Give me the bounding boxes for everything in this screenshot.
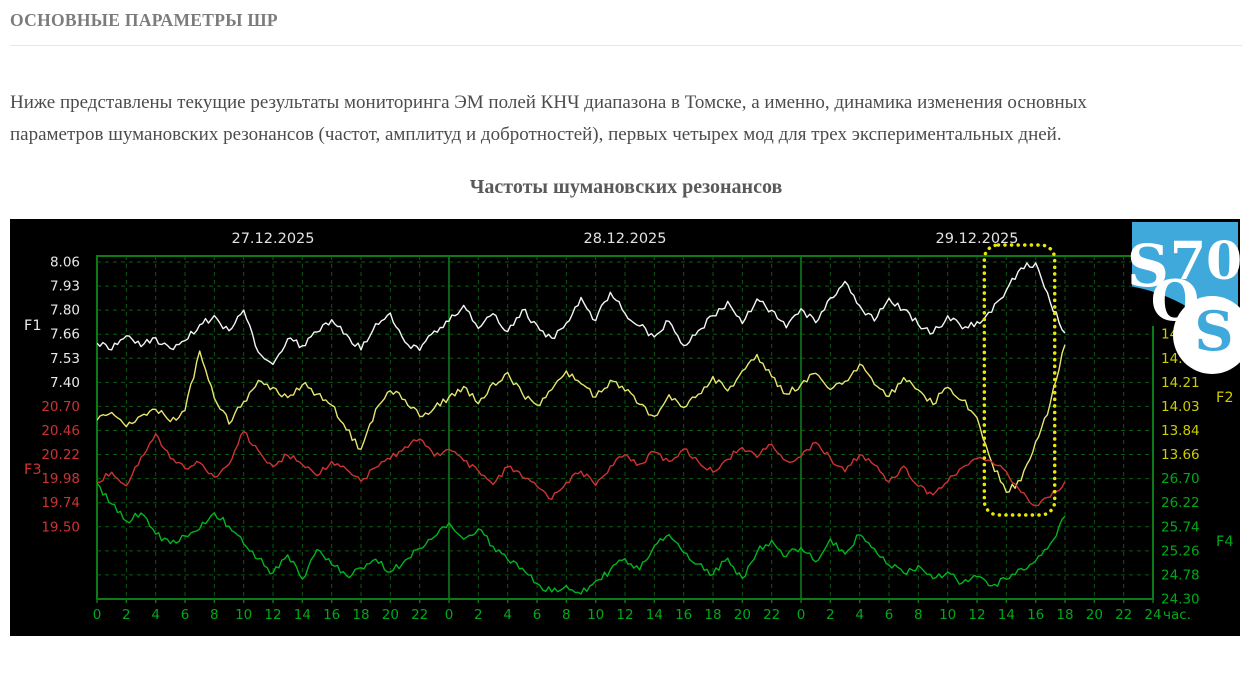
svg-text:26.22: 26.22 [1161,495,1200,511]
series-F4 [97,482,1066,595]
page-heading: ОСНОВНЫЕ ПАРАМЕТРЫ ШР [10,10,278,30]
svg-text:0: 0 [797,607,806,623]
svg-text:26.70: 26.70 [1161,471,1200,487]
mode-label-F2: F2 [1216,390,1234,406]
svg-text:13.84: 13.84 [1161,423,1200,439]
svg-text:10: 10 [235,607,252,623]
svg-text:10: 10 [587,607,604,623]
anomaly-highlight-box [982,243,1057,517]
svg-text:14: 14 [998,607,1015,623]
svg-text:20.70: 20.70 [41,399,80,415]
svg-text:8.06: 8.06 [50,254,80,270]
svg-text:4: 4 [151,607,160,623]
y-axis-labels: 8.067.937.807.667.537.40F114.5814.4014.2… [24,254,1234,607]
grid [96,254,1154,600]
svg-text:27.12.2025: 27.12.2025 [231,231,314,247]
frequency-chart: 0 2 4 6 8 10 12 14 16 18 20 22 0 2 4 6 8 10 12 14 16 18 20 22 0 2… [10,218,1240,636]
svg-text:14.03: 14.03 [1161,399,1200,415]
svg-text:22: 22 [1115,607,1132,623]
svg-text:19.98: 19.98 [41,471,80,487]
svg-text:18: 18 [352,607,369,623]
svg-text:29.12.2025: 29.12.2025 [935,231,1018,247]
svg-text:22: 22 [411,607,428,623]
svg-text:20: 20 [1086,607,1103,623]
date-labels: 27.12.2025 28.12.2025 29.12.2025 [231,231,1018,247]
svg-text:13.66: 13.66 [1161,447,1200,463]
svg-text:18: 18 [1056,607,1073,623]
page-content: ОСНОВНЫЕ ПАРАМЕТРЫ ШР Ниже представлены … [10,10,1242,636]
svg-text:7.66: 7.66 [50,327,80,343]
series-F2 [97,344,1066,493]
svg-text:24: 24 [1144,607,1161,623]
svg-text:2: 2 [474,607,483,623]
svg-text:10: 10 [939,607,956,623]
svg-text:12: 12 [968,607,985,623]
svg-text:19.50: 19.50 [41,519,80,535]
logo-letter-s-top: S [1127,232,1169,300]
svg-text:22: 22 [763,607,780,623]
svg-text:20: 20 [382,607,399,623]
svg-text:19.74: 19.74 [41,495,80,511]
svg-text:12: 12 [264,607,281,623]
svg-text:7.80: 7.80 [50,302,80,318]
svg-text:24.30: 24.30 [1161,591,1200,607]
svg-text:6: 6 [885,607,894,623]
chart-title: Частоты шумановских резонансов [469,175,783,198]
svg-text:25.26: 25.26 [1161,543,1200,559]
svg-text:8: 8 [914,607,923,623]
svg-text:6: 6 [533,607,542,623]
svg-text:6: 6 [181,607,190,623]
svg-text:8: 8 [210,607,219,623]
intro-paragraph: Ниже представлены текущие результаты мон… [10,92,1087,145]
svg-text:20.22: 20.22 [41,447,80,463]
svg-text:7.53: 7.53 [50,351,80,367]
logo-letter-o: O [1151,268,1200,334]
svg-text:0: 0 [93,607,102,623]
svg-text:час.: час. [1163,607,1191,623]
svg-text:7.93: 7.93 [50,278,80,294]
svg-text:16: 16 [675,607,692,623]
svg-text:14: 14 [646,607,663,623]
svg-text:12: 12 [616,607,633,623]
svg-text:0: 0 [445,607,454,623]
svg-text:20: 20 [734,607,751,623]
divider [10,45,1242,46]
svg-text:2: 2 [826,607,835,623]
series-F1 [97,262,1066,365]
svg-text:14: 14 [294,607,311,623]
svg-text:24.78: 24.78 [1161,567,1200,583]
svg-text:4: 4 [855,607,864,623]
svg-text:14.21: 14.21 [1161,375,1200,391]
logo-letter-s-bottom: S [1195,299,1234,363]
svg-text:18: 18 [704,607,721,623]
svg-text:25.74: 25.74 [1161,519,1200,535]
mode-label-F1: F1 [24,318,42,334]
svg-text:20.46: 20.46 [41,423,80,439]
svg-text:16: 16 [323,607,340,623]
logo-number-70: 70 [1170,231,1240,292]
logo-white-disc [1173,295,1240,374]
svg-text:16: 16 [1027,607,1044,623]
svg-text:4: 4 [503,607,512,623]
mode-label-F3: F3 [24,462,42,478]
svg-text:8: 8 [562,607,571,623]
chart-canvas: 0 2 4 6 8 10 12 14 16 18 20 22 0 2 4 6 8 10 12 14 16 18 20 22 0 2… [24,221,1240,623]
series-traces [97,262,1066,595]
svg-text:2: 2 [122,607,131,623]
mode-label-F4: F4 [1216,534,1234,550]
series-F3 [97,430,1066,507]
x-axis-labels: 0 2 4 6 8 10 12 14 16 18 20 22 0 2 4 6 8 10 12 14 16 18 20 22 0 2… [93,598,1191,623]
svg-text:7.40: 7.40 [50,375,80,391]
svg-text:28.12.2025: 28.12.2025 [583,231,666,247]
